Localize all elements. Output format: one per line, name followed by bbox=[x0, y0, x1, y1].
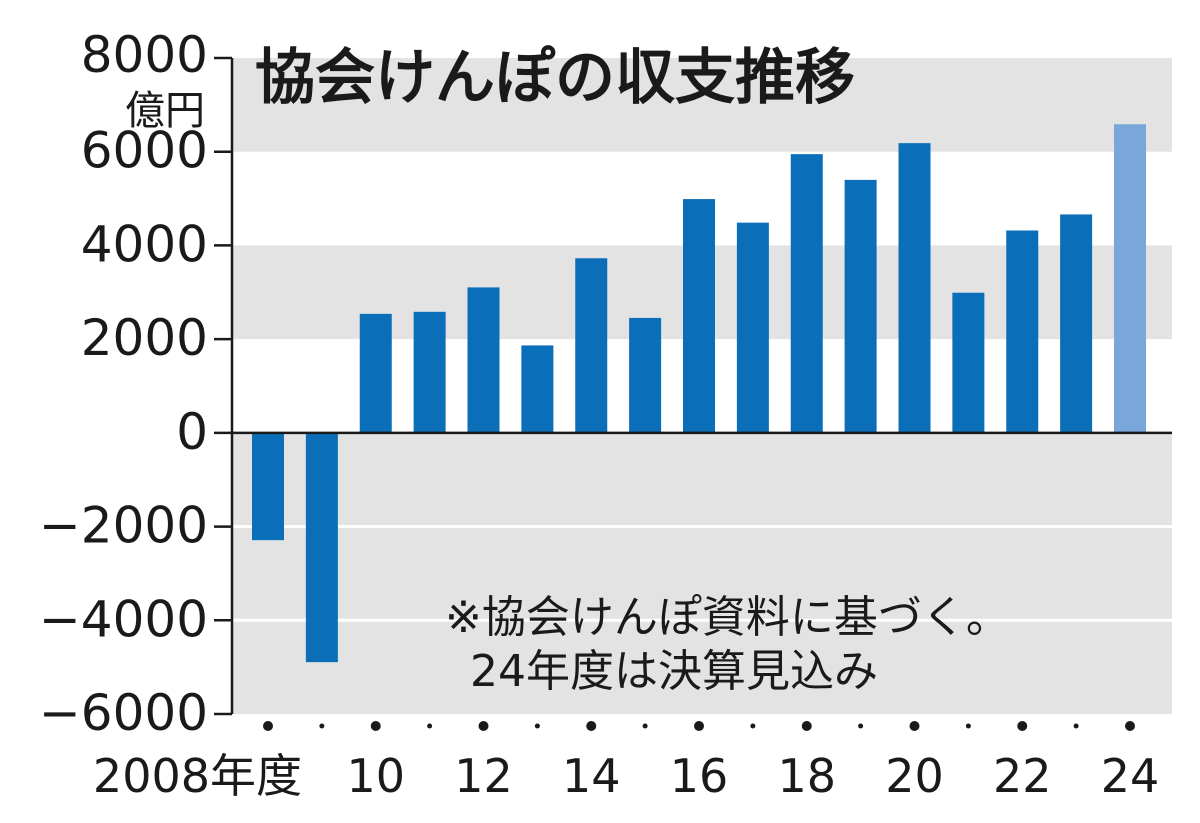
x-tick-label: 14 bbox=[562, 749, 621, 803]
bar-2015 bbox=[629, 317, 662, 433]
bar-2018 bbox=[790, 154, 823, 433]
bar-2011 bbox=[413, 311, 446, 433]
x-tick-dot bbox=[478, 721, 489, 731]
x-tick-label: 22 bbox=[993, 749, 1052, 803]
bar-2009 bbox=[305, 432, 338, 663]
y-tick-label: −4000 bbox=[39, 590, 208, 648]
x-tick-label: 2008年度 bbox=[93, 749, 302, 803]
x-tick-dot bbox=[694, 721, 704, 731]
x-tick-dot bbox=[534, 723, 540, 729]
y-tick-label: 8000 bbox=[81, 26, 208, 84]
x-tick-label: 20 bbox=[885, 749, 944, 803]
annotation-line-1: ※協会けんぽ資料に基づく。 bbox=[445, 592, 1010, 643]
bar-2008 bbox=[252, 432, 284, 541]
bar-2020 bbox=[898, 143, 931, 433]
bar-2019 bbox=[844, 179, 877, 433]
annotation-line-2: 24年度は決算見込み bbox=[470, 646, 878, 697]
x-tick-dot bbox=[427, 723, 433, 729]
x-tick-dot bbox=[858, 723, 864, 729]
bar-2022 bbox=[1006, 230, 1039, 433]
bar-2016 bbox=[683, 199, 715, 433]
x-tick-label: 16 bbox=[670, 749, 729, 803]
x-tick-dot bbox=[1017, 721, 1028, 731]
x-tick-dot bbox=[750, 723, 756, 729]
x-tick-dot bbox=[965, 723, 971, 729]
y-axis-unit-label: 億円 bbox=[125, 88, 205, 134]
x-tick-label: 10 bbox=[346, 749, 405, 803]
x-tick-dot bbox=[1125, 721, 1135, 731]
x-tick-dot bbox=[801, 721, 812, 731]
y-tick-label: 2000 bbox=[81, 309, 208, 367]
x-tick-dot bbox=[370, 721, 381, 731]
grid-band bbox=[232, 432, 1172, 714]
y-tick-label: 4000 bbox=[81, 215, 208, 273]
x-tick-label: 24 bbox=[1101, 749, 1160, 803]
x-tick-label: 12 bbox=[454, 749, 513, 803]
bar-2012 bbox=[467, 287, 500, 433]
chart-title: 協会けんぽの収支推移 bbox=[255, 43, 855, 113]
bar-2021 bbox=[952, 292, 985, 433]
grid-band bbox=[232, 58, 1172, 152]
x-tick-dot bbox=[263, 721, 273, 731]
x-tick-label: 18 bbox=[777, 749, 836, 803]
y-tick-label: 6000 bbox=[81, 122, 208, 180]
bar-2023 bbox=[1060, 214, 1093, 433]
y-tick-label: 0 bbox=[176, 403, 208, 461]
x-tick-dot bbox=[642, 723, 648, 729]
x-tick-dot bbox=[909, 721, 920, 731]
bar-2013 bbox=[521, 345, 554, 433]
bar-2014 bbox=[575, 258, 608, 433]
bar-2017 bbox=[736, 222, 769, 433]
y-tick-label: −6000 bbox=[39, 684, 208, 742]
x-tick-dot bbox=[1073, 723, 1079, 729]
x-tick-dot bbox=[319, 723, 325, 729]
x-tick-dot bbox=[586, 721, 597, 731]
y-tick-label: −2000 bbox=[39, 497, 208, 555]
bar-2024 bbox=[1114, 124, 1146, 433]
bar-2010 bbox=[359, 313, 392, 433]
